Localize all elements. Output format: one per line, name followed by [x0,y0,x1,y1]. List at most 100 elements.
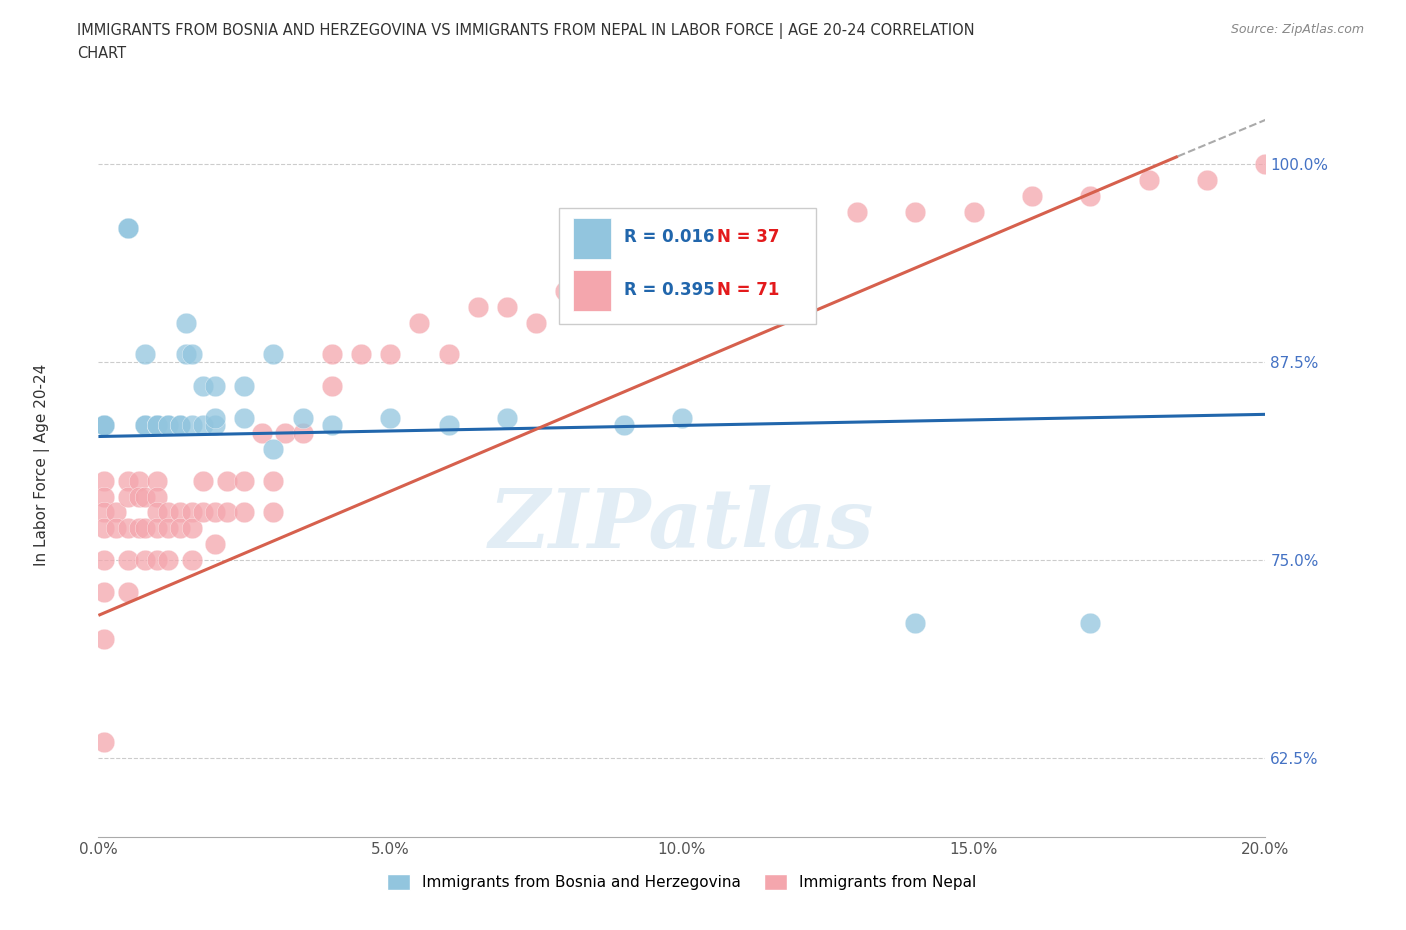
Point [554,284,576,299]
Point [291,410,314,425]
Point [146,473,169,488]
Point [904,205,927,219]
Point [128,473,150,488]
Point [93,505,115,520]
Point [93,418,115,432]
Point [350,347,373,362]
Point [174,347,197,362]
FancyBboxPatch shape [574,270,610,311]
Point [134,489,156,504]
Point [262,505,284,520]
Point [134,418,156,432]
Point [146,418,169,432]
Point [93,489,115,504]
FancyBboxPatch shape [560,208,815,324]
Point [250,426,273,441]
Point [1080,616,1102,631]
Point [146,505,169,520]
Text: In Labor Force | Age 20-24: In Labor Force | Age 20-24 [34,364,51,566]
Text: R = 0.395: R = 0.395 [624,281,714,299]
Point [612,418,634,432]
Text: ZIPatlas: ZIPatlas [489,485,875,565]
Point [262,347,284,362]
Point [180,505,202,520]
Point [117,521,139,536]
Text: N = 37: N = 37 [717,228,779,246]
Point [93,735,115,750]
Point [204,418,226,432]
Point [204,505,226,520]
Point [215,505,238,520]
Point [380,347,402,362]
Point [1137,173,1160,188]
Point [193,379,215,393]
Point [204,410,226,425]
Point [157,418,180,432]
Point [730,236,752,251]
Point [93,418,115,432]
Point [117,473,139,488]
Point [321,347,343,362]
Point [193,505,215,520]
Point [134,418,156,432]
Point [146,552,169,567]
Point [262,473,284,488]
Point [583,299,606,314]
Point [117,220,139,235]
Point [117,584,139,599]
Point [117,220,139,235]
Point [962,205,984,219]
Point [437,347,460,362]
Point [262,442,284,457]
Point [169,505,191,520]
Point [496,299,519,314]
Point [134,521,156,536]
Point [169,418,191,432]
Point [233,473,256,488]
Point [904,616,927,631]
Text: R = 0.016: R = 0.016 [624,228,714,246]
Point [104,521,127,536]
Point [134,552,156,567]
Text: CHART: CHART [77,46,127,61]
Point [671,410,693,425]
Point [204,537,226,551]
Point [321,379,343,393]
Point [612,284,634,299]
Point [787,220,810,235]
Point [117,552,139,567]
Point [117,489,139,504]
Legend: Immigrants from Bosnia and Herzegovina, Immigrants from Nepal: Immigrants from Bosnia and Herzegovina, … [381,868,983,897]
Point [157,521,180,536]
Point [380,410,402,425]
Point [846,205,869,219]
Point [467,299,489,314]
Point [93,473,115,488]
Point [93,584,115,599]
Point [233,379,256,393]
Point [437,418,460,432]
Point [1254,157,1277,172]
Point [193,418,215,432]
Point [146,418,169,432]
Point [496,410,519,425]
Point [146,489,169,504]
Point [321,418,343,432]
Point [157,418,180,432]
Point [233,505,256,520]
Point [180,552,202,567]
Point [93,418,115,432]
Point [215,473,238,488]
Point [1080,189,1102,204]
Point [524,315,547,330]
Point [128,521,150,536]
Text: IMMIGRANTS FROM BOSNIA AND HERZEGOVINA VS IMMIGRANTS FROM NEPAL IN LABOR FORCE |: IMMIGRANTS FROM BOSNIA AND HERZEGOVINA V… [77,23,974,39]
Point [174,315,197,330]
Point [169,418,191,432]
Point [204,379,226,393]
Point [274,426,297,441]
FancyBboxPatch shape [574,218,610,259]
Point [157,505,180,520]
Point [128,489,150,504]
Point [180,521,202,536]
